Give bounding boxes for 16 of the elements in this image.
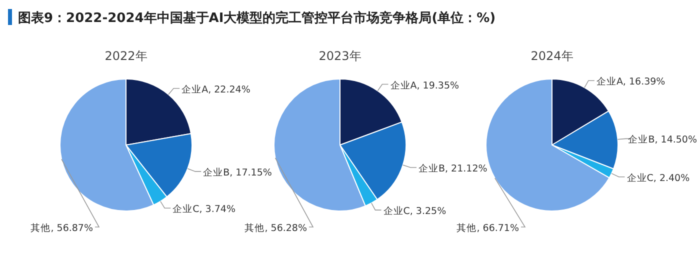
slice-label: 企业A, 22.24% (182, 83, 250, 96)
slice-label: 企业B, 14.50% (628, 134, 697, 146)
slice-label: 企业C, 2.40% (626, 172, 690, 184)
slice-label: 企业A, 19.35% (390, 79, 460, 92)
slice-label: 企业A, 16.39% (596, 76, 666, 88)
slice-label: 企业B, 17.15% (203, 166, 272, 178)
slice-label: 企业C, 3.74% (172, 203, 236, 216)
chart-subtitle: 2023年 (318, 49, 362, 63)
slice-label: 企业C, 3.25% (383, 205, 446, 218)
slice-label: 其他, 56.87% (30, 222, 93, 234)
slice-label: 其他, 56.28% (244, 222, 307, 234)
chart-title: 图表9：2022-2024年中国基于AI大模型的完工管控平台市场竞争格局(单位：%) (18, 10, 496, 26)
chart-subtitle: 2022年 (104, 49, 148, 63)
chart-subtitle: 2024年 (530, 49, 574, 63)
slice-label: 其他, 66.71% (456, 222, 519, 234)
slice-label: 企业B, 21.12% (418, 162, 488, 174)
